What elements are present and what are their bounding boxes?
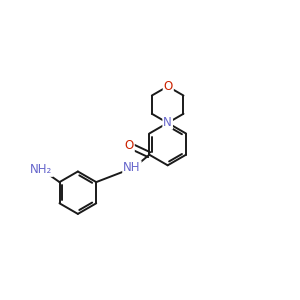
Text: NH₂: NH₂	[30, 163, 52, 176]
Text: NH: NH	[123, 161, 141, 174]
Text: N: N	[163, 116, 172, 129]
Text: O: O	[124, 139, 134, 152]
Text: O: O	[164, 80, 173, 93]
